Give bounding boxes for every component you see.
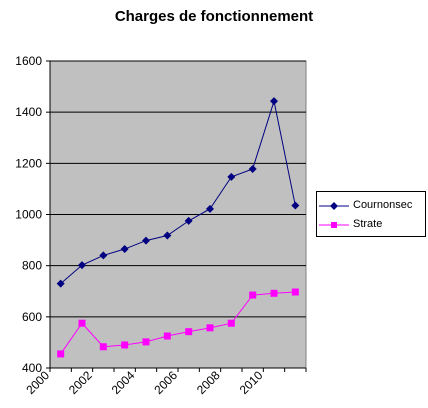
legend-swatch-strate [319, 222, 349, 228]
y-tick-label: 1400 [15, 105, 42, 119]
data-point-strate [121, 341, 129, 349]
legend: Cournonsec Strate [316, 191, 426, 237]
data-point-strate [142, 338, 150, 346]
x-tick-label: 2008 [194, 368, 223, 397]
y-axis: 400 600 800 1000 1200 1400 1600 [15, 54, 51, 375]
data-point-strate [291, 288, 299, 296]
data-point-strate [270, 289, 278, 297]
y-tick-label: 800 [22, 259, 42, 273]
legend-label-cournonsec: Cournonsec [353, 199, 413, 211]
data-point-cournonsec [206, 204, 214, 213]
legend-entry-cournonsec: Cournonsec [317, 198, 425, 214]
data-point-cournonsec [227, 172, 236, 181]
series-line-cournonsec [60, 99, 296, 284]
series-layer [56, 97, 300, 358]
data-point-cournonsec [78, 261, 86, 270]
data-point-strate [57, 350, 65, 358]
data-point-strate [163, 332, 171, 340]
data-point-cournonsec [163, 231, 172, 240]
x-tick-label: 2002 [66, 368, 95, 397]
x-tick-label: 2010 [237, 368, 266, 397]
data-point-strate [99, 343, 107, 351]
series-line-strate [60, 291, 296, 355]
data-point-cournonsec [56, 279, 65, 288]
data-point-strate [249, 291, 257, 299]
legend-label-strate: Strate [353, 218, 383, 230]
grid-lines [50, 60, 306, 318]
x-tick-label: 2004 [109, 368, 138, 397]
data-point-cournonsec [120, 245, 129, 254]
data-point-cournonsec [99, 251, 108, 260]
data-point-cournonsec [142, 236, 150, 245]
data-point-cournonsec [270, 97, 278, 106]
x-axis: 2000 2002 2004 2006 2008 2010 [23, 367, 307, 397]
data-point-strate [206, 324, 214, 332]
y-tick-label: 1600 [15, 54, 42, 68]
legend-swatch-cournonsec [319, 202, 349, 210]
chart-title: Charges de fonctionnement [114, 8, 314, 25]
data-point-strate [185, 328, 193, 336]
legend-entry-strate: Strate [317, 217, 425, 233]
data-point-cournonsec [248, 164, 257, 173]
y-tick-label: 400 [22, 361, 42, 375]
data-point-cournonsec [184, 216, 193, 225]
x-tick-label: 2006 [151, 368, 180, 397]
y-tick-label: 1000 [15, 208, 42, 222]
y-tick-label: 1200 [15, 156, 42, 170]
y-tick-label: 600 [22, 310, 42, 324]
data-point-cournonsec [291, 201, 300, 210]
data-point-strate [227, 319, 235, 327]
data-point-strate [78, 319, 86, 327]
